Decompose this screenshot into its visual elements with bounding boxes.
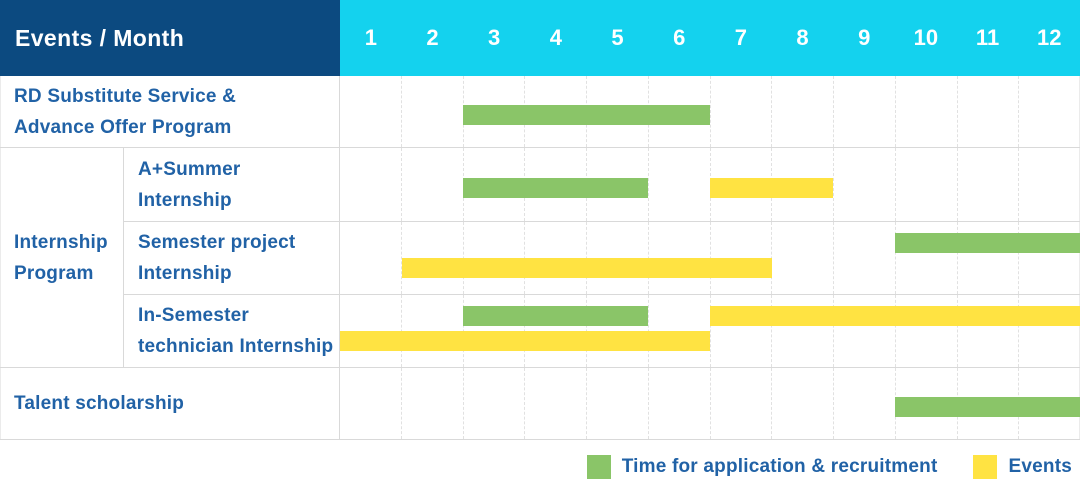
month-header-cell: 6 bbox=[673, 25, 686, 50]
legend-item-events: Events bbox=[973, 455, 1072, 479]
table-header-row: Events / Month 1 2 3 4 5 6 7 8 9 10 11 12 bbox=[0, 0, 1080, 76]
legend-swatch-yellow-icon bbox=[973, 455, 998, 479]
gantt-bar-green bbox=[895, 233, 1080, 253]
month-gridlines bbox=[340, 76, 1080, 147]
legend-item-application-recruitment: Time for application & recruitment bbox=[586, 455, 938, 479]
row-label-semester-project-internship: Semester project Internship bbox=[124, 222, 340, 295]
table-body: RD Substitute Service & Advance Offer Pr… bbox=[0, 76, 1080, 440]
month-header-cell: 10 bbox=[913, 25, 939, 50]
chart-row-talent-scholarship bbox=[340, 368, 1080, 440]
chart-row-semester-project-internship bbox=[340, 222, 1080, 295]
gantt-bar-green bbox=[463, 306, 649, 326]
chart-row-a-plus-summer-internship bbox=[340, 148, 1080, 222]
gantt-bar-yellow bbox=[710, 306, 1080, 326]
month-header-strip: 1 2 3 4 5 6 7 8 9 10 11 12 bbox=[340, 0, 1080, 76]
month-header-cell: 3 bbox=[488, 25, 501, 50]
chart-row-rd-substitute-service bbox=[340, 76, 1080, 148]
gantt-bar-green bbox=[463, 177, 649, 198]
month-header-cell: 2 bbox=[426, 25, 439, 50]
legend: Time for application & recruitment Event… bbox=[0, 455, 1080, 479]
legend-label-application-recruitment: Time for application & recruitment bbox=[621, 456, 938, 477]
month-header-cell: 4 bbox=[549, 25, 562, 50]
month-header-cell: 9 bbox=[858, 25, 871, 50]
gantt-bar-yellow bbox=[340, 331, 710, 351]
header-corner-cell: Events / Month bbox=[0, 0, 340, 76]
row-label-rd-substitute-service: RD Substitute Service & Advance Offer Pr… bbox=[0, 76, 340, 148]
row-label-talent-scholarship: Talent scholarship bbox=[0, 368, 340, 440]
month-header-cell: 7 bbox=[734, 25, 747, 50]
month-header-cell: 8 bbox=[796, 25, 809, 50]
legend-label-events: Events bbox=[1008, 456, 1072, 477]
gantt-bar-green bbox=[895, 396, 1080, 417]
row-label-a-plus-summer-internship: A+Summer Internship bbox=[124, 148, 340, 222]
legend-swatch-green-icon bbox=[586, 455, 611, 479]
chart-row-in-semester-technician-internship bbox=[340, 295, 1080, 368]
month-header-cell: 5 bbox=[611, 25, 624, 50]
month-header-cell: 1 bbox=[364, 25, 377, 50]
group-label-internship-program: Internship Program bbox=[0, 148, 124, 368]
gantt-bar-yellow bbox=[710, 177, 834, 198]
month-header-cell: 11 bbox=[975, 25, 1000, 50]
row-label-in-semester-technician-internship: In-Semester technician Internship bbox=[124, 295, 340, 368]
gantt-bar-green bbox=[463, 104, 710, 125]
gantt-bar-yellow bbox=[401, 258, 772, 278]
month-header-cell: 12 bbox=[1036, 25, 1062, 50]
